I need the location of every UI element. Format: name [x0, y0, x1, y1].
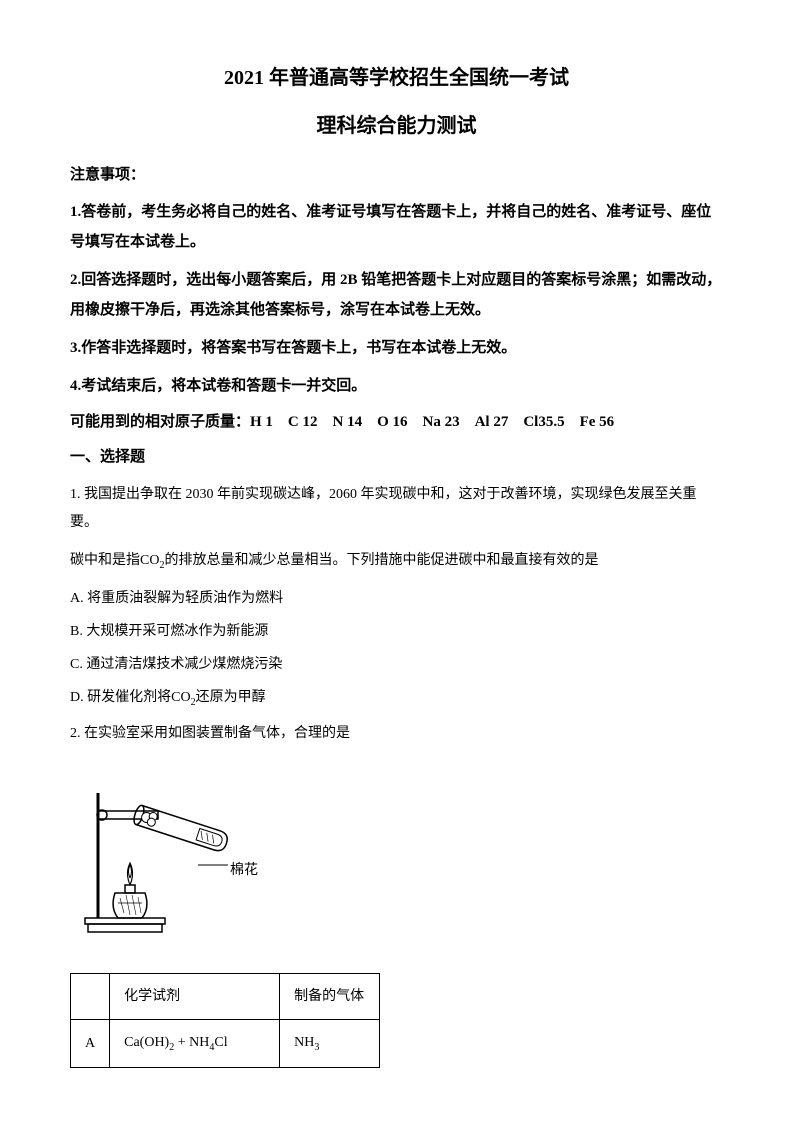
gas-p0: NH: [294, 1035, 314, 1050]
notice-heading: 注意事项：: [70, 162, 723, 189]
figure-label-cotton: 棉花: [230, 858, 258, 883]
q1-d-pre: D. 研发催化剂将: [70, 690, 171, 705]
row-a-label: A: [71, 1020, 110, 1068]
q1-stem-b-formula: CO: [140, 553, 159, 568]
q1-stem-b-post: 的排放总量和减少总量相当。下列措施中能促进碳中和最直接有效的是: [164, 553, 598, 568]
reagent-p0: Ca(OH): [124, 1035, 169, 1050]
q1-option-a: A. 将重质油裂解为轻质油作为燃料: [70, 586, 723, 611]
table-header-row: 化学试剂 制备的气体: [71, 974, 380, 1020]
row-a-gas: NH3: [280, 1020, 380, 1068]
question-1-stem-a: 1. 我国提出争取在 2030 年前实现碳达峰，2060 年实现碳中和，这对于改…: [70, 481, 723, 537]
notice-item-1: 1.答卷前，考生务必将自己的姓名、准考证号填写在答题卡上，并将自己的姓名、准考证…: [70, 197, 723, 257]
notice-item-4: 4.考试结束后，将本试卷和答题卡一并交回。: [70, 371, 723, 401]
header-gas: 制备的气体: [280, 974, 380, 1020]
reagent-p4: Cl: [214, 1035, 227, 1050]
reagent-p2: + NH: [174, 1035, 209, 1050]
header-blank: [71, 974, 110, 1020]
row-a-reagent: Ca(OH)2 + NH4Cl: [110, 1020, 280, 1068]
q1-option-c: C. 通过清洁煤技术减少煤燃烧污染: [70, 652, 723, 677]
apparatus-svg: [70, 763, 290, 943]
q1-d-post: 还原为甲醇: [196, 690, 266, 705]
atomic-mass-line: 可能用到的相对原子质量：H 1 C 12 N 14 O 16 Na 23 Al …: [70, 409, 723, 436]
gas-p1: 3: [314, 1042, 319, 1053]
table-row-a: A Ca(OH)2 + NH4Cl NH3: [71, 1020, 380, 1068]
q1-option-b: B. 大规模开采可燃冰作为新能源: [70, 619, 723, 644]
notice-item-2: 2.回答选择题时，选出每小题答案后，用 2B 铅笔把答题卡上对应题目的答案标号涂…: [70, 265, 723, 325]
reagent-table: 化学试剂 制备的气体 A Ca(OH)2 + NH4Cl NH3: [70, 973, 380, 1068]
notice-item-3: 3.作答非选择题时，将答案书写在答题卡上，书写在本试卷上无效。: [70, 333, 723, 363]
q1-stem-b-pre: 碳中和是指: [70, 553, 140, 568]
main-title: 2021 年普通高等学校招生全国统一考试: [70, 60, 723, 96]
header-reagent: 化学试剂: [110, 974, 280, 1020]
apparatus-figure: 棉花: [70, 763, 290, 943]
q1-option-d: D. 研发催化剂将CO2还原为甲醇: [70, 685, 723, 712]
q1-d-formula: CO: [171, 690, 190, 705]
question-1-stem-b: 碳中和是指CO2的排放总量和减少总量相当。下列措施中能促进碳中和最直接有效的是: [70, 547, 723, 576]
sub-title: 理科综合能力测试: [70, 108, 723, 144]
question-2-stem: 2. 在实验室采用如图装置制备气体，合理的是: [70, 720, 723, 748]
section-heading: 一、选择题: [70, 444, 723, 471]
